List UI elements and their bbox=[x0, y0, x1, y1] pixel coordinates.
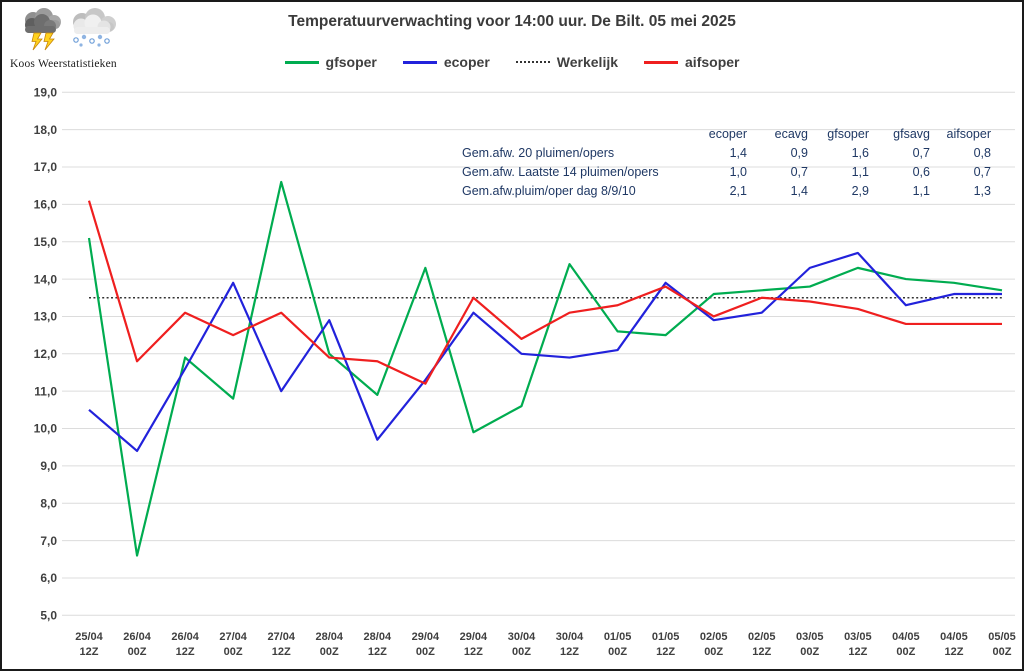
legend-label-ecoper: ecoper bbox=[443, 54, 490, 70]
y-tick-label: 5,0 bbox=[40, 609, 57, 623]
x-tick-label: 04/05 00Z bbox=[892, 631, 920, 658]
x-tick-label: 30/04 12Z bbox=[556, 631, 584, 658]
legend-swatch-ecoper bbox=[402, 60, 437, 64]
x-tick-label: 04/05 12Z bbox=[940, 631, 968, 658]
x-tick-label: 26/04 00Z bbox=[123, 631, 151, 658]
stats-cell: ecavg bbox=[774, 127, 808, 141]
stats-cell: 1,1 bbox=[851, 165, 869, 179]
x-tick-label: 26/04 12Z bbox=[171, 631, 199, 658]
x-tick-label: 29/04 12Z bbox=[460, 631, 488, 658]
stats-cell: 1,4 bbox=[729, 146, 747, 160]
legend-label-werkelijk: Werkelijk bbox=[556, 54, 619, 70]
y-tick-label: 14,0 bbox=[34, 272, 58, 286]
legend-swatch-gfsoper bbox=[284, 60, 319, 64]
y-tick-label: 6,0 bbox=[40, 571, 57, 585]
x-tick-label: 27/04 12Z bbox=[267, 631, 295, 658]
stats-cell: 0,7 bbox=[973, 165, 991, 179]
stats-cell: 0,7 bbox=[912, 146, 930, 160]
stats-row-data-0: Gem.afw. 20 pluimen/opers 1,4 0,9 1,6 0,7 0,8 bbox=[462, 144, 994, 163]
y-tick-label: 10,0 bbox=[34, 422, 58, 436]
series-line-gfsoper bbox=[87, 180, 1003, 557]
legend-swatch-aifsoper bbox=[644, 60, 679, 64]
series-line-aifsoper bbox=[87, 200, 1002, 385]
y-tick-label: 17,0 bbox=[34, 160, 58, 174]
snow-cloud-icon bbox=[73, 8, 116, 47]
stats-cell: 2,1 bbox=[729, 184, 747, 198]
stats-cell: 1,0 bbox=[729, 165, 747, 179]
stats-row-label: Gem.afw.pluim/oper dag 8/9/10 bbox=[462, 184, 636, 198]
stats-row-label bbox=[462, 125, 686, 144]
x-tick-label: 03/05 00Z bbox=[796, 631, 824, 658]
y-tick-label: 19,0 bbox=[34, 86, 58, 100]
stats-cell: aifsoper bbox=[946, 127, 991, 141]
stats-cell: 1,6 bbox=[851, 146, 869, 160]
branding: Koos Weerstatistieken bbox=[10, 8, 180, 70]
legend-label-gfsoper: gfsoper bbox=[325, 54, 377, 70]
x-tick-label: 01/05 00Z bbox=[604, 631, 632, 658]
y-tick-label: 16,0 bbox=[34, 198, 58, 212]
stats-cell: 0,6 bbox=[912, 165, 930, 179]
x-tick-label: 03/05 12Z bbox=[844, 631, 872, 658]
legend-item-werkelijk: Werkelijk bbox=[515, 54, 619, 70]
stats-cell: 2,9 bbox=[851, 184, 869, 198]
chart-legend: gfsoper ecoper Werkelijk aifsoper bbox=[2, 54, 1022, 70]
stats-row-data-2: Gem.afw.pluim/oper dag 8/9/10 2,1 1,4 2,9 1,… bbox=[462, 182, 994, 201]
y-tick-label: 13,0 bbox=[34, 310, 58, 324]
y-tick-label: 9,0 bbox=[40, 459, 57, 473]
series-line-ecoper bbox=[88, 251, 1002, 453]
x-tick-label: 30/04 00Z bbox=[508, 631, 536, 658]
weather-logos bbox=[20, 8, 180, 52]
stats-cell: ecoper bbox=[708, 127, 747, 141]
x-tick-label: 05/05 00Z bbox=[988, 631, 1016, 658]
stats-row-label: Gem.afw. Laatste 14 pluimen/opers bbox=[462, 165, 659, 179]
y-tick-label: 12,0 bbox=[34, 347, 58, 361]
legend-item-aifsoper: aifsoper bbox=[644, 54, 739, 70]
brand-name: Koos Weerstatistieken bbox=[10, 58, 117, 70]
stats-table: ecoper ecavg gfsoper gfsavg aifsoper Gem.afw.… bbox=[462, 125, 994, 201]
stats-row-header: ecoper ecavg gfsoper gfsavg aifsoper bbox=[462, 125, 994, 144]
stats-cell: 0,9 bbox=[790, 146, 808, 160]
stats-row-data-1: Gem.afw. Laatste 14 pluimen/opers 1,0 0,7 1… bbox=[462, 163, 994, 182]
x-tick-label: 25/04 12Z bbox=[75, 631, 103, 658]
legend-swatch-werkelijk bbox=[515, 61, 550, 63]
y-tick-label: 7,0 bbox=[40, 534, 57, 548]
x-tick-label: 02/05 00Z bbox=[700, 631, 728, 658]
stats-cell: 0,8 bbox=[973, 146, 991, 160]
y-tick-label: 15,0 bbox=[34, 235, 58, 249]
y-tick-label: 18,0 bbox=[34, 123, 58, 137]
y-tick-label: 11,0 bbox=[34, 384, 57, 398]
stats-cell: gfsoper bbox=[827, 127, 869, 141]
legend-label-aifsoper: aifsoper bbox=[685, 54, 740, 70]
x-tick-label: 28/04 00Z bbox=[315, 631, 343, 658]
y-tick-label: 8,0 bbox=[40, 496, 57, 510]
storm-cloud-icon bbox=[25, 8, 61, 51]
legend-item-ecoper: ecoper bbox=[402, 54, 490, 70]
stats-cell: gfsavg bbox=[893, 127, 930, 141]
x-tick-label: 02/05 12Z bbox=[748, 631, 776, 658]
x-tick-label: 29/04 00Z bbox=[412, 631, 440, 658]
x-tick-label: 28/04 12Z bbox=[364, 631, 392, 658]
stats-cell: 1,4 bbox=[790, 184, 808, 198]
stats-cell: 1,1 bbox=[912, 184, 930, 198]
stats-cell: 0,7 bbox=[790, 165, 808, 179]
x-tick-label: 01/05 12Z bbox=[652, 631, 680, 658]
legend-item-gfsoper: gfsoper bbox=[284, 54, 377, 70]
stats-cell: 1,3 bbox=[973, 184, 991, 198]
chart-title: Temperatuurverwachting voor 14:00 uur. D… bbox=[288, 13, 736, 30]
x-tick-label: 27/04 00Z bbox=[219, 631, 247, 658]
stats-row-label: Gem.afw. 20 pluimen/opers bbox=[462, 146, 615, 160]
